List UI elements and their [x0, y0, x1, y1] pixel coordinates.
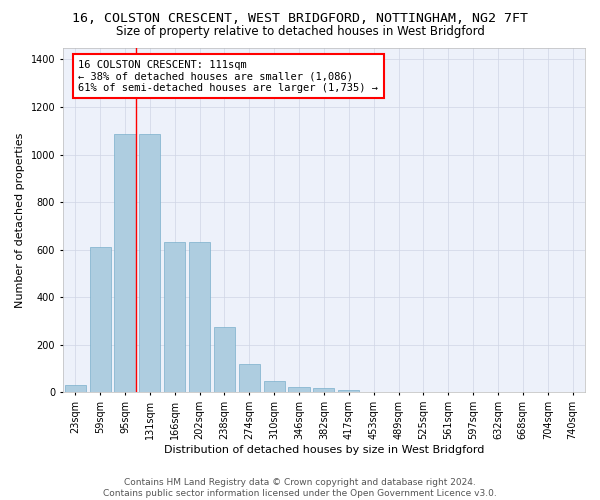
Y-axis label: Number of detached properties: Number of detached properties — [15, 132, 25, 308]
Bar — [139, 134, 160, 392]
Text: 16 COLSTON CRESCENT: 111sqm
← 38% of detached houses are smaller (1,086)
61% of : 16 COLSTON CRESCENT: 111sqm ← 38% of det… — [79, 60, 379, 93]
Text: Size of property relative to detached houses in West Bridgford: Size of property relative to detached ho… — [116, 25, 484, 38]
Bar — [313, 388, 334, 392]
Bar — [239, 364, 260, 392]
Text: 16, COLSTON CRESCENT, WEST BRIDGFORD, NOTTINGHAM, NG2 7FT: 16, COLSTON CRESCENT, WEST BRIDGFORD, NO… — [72, 12, 528, 26]
X-axis label: Distribution of detached houses by size in West Bridgford: Distribution of detached houses by size … — [164, 445, 484, 455]
Bar — [115, 134, 136, 392]
Bar — [289, 387, 310, 392]
Bar — [89, 247, 110, 392]
Text: Contains HM Land Registry data © Crown copyright and database right 2024.
Contai: Contains HM Land Registry data © Crown c… — [103, 478, 497, 498]
Bar — [189, 242, 210, 392]
Bar — [164, 242, 185, 392]
Bar — [338, 390, 359, 392]
Bar — [263, 381, 285, 392]
Bar — [65, 385, 86, 392]
Bar — [214, 327, 235, 392]
